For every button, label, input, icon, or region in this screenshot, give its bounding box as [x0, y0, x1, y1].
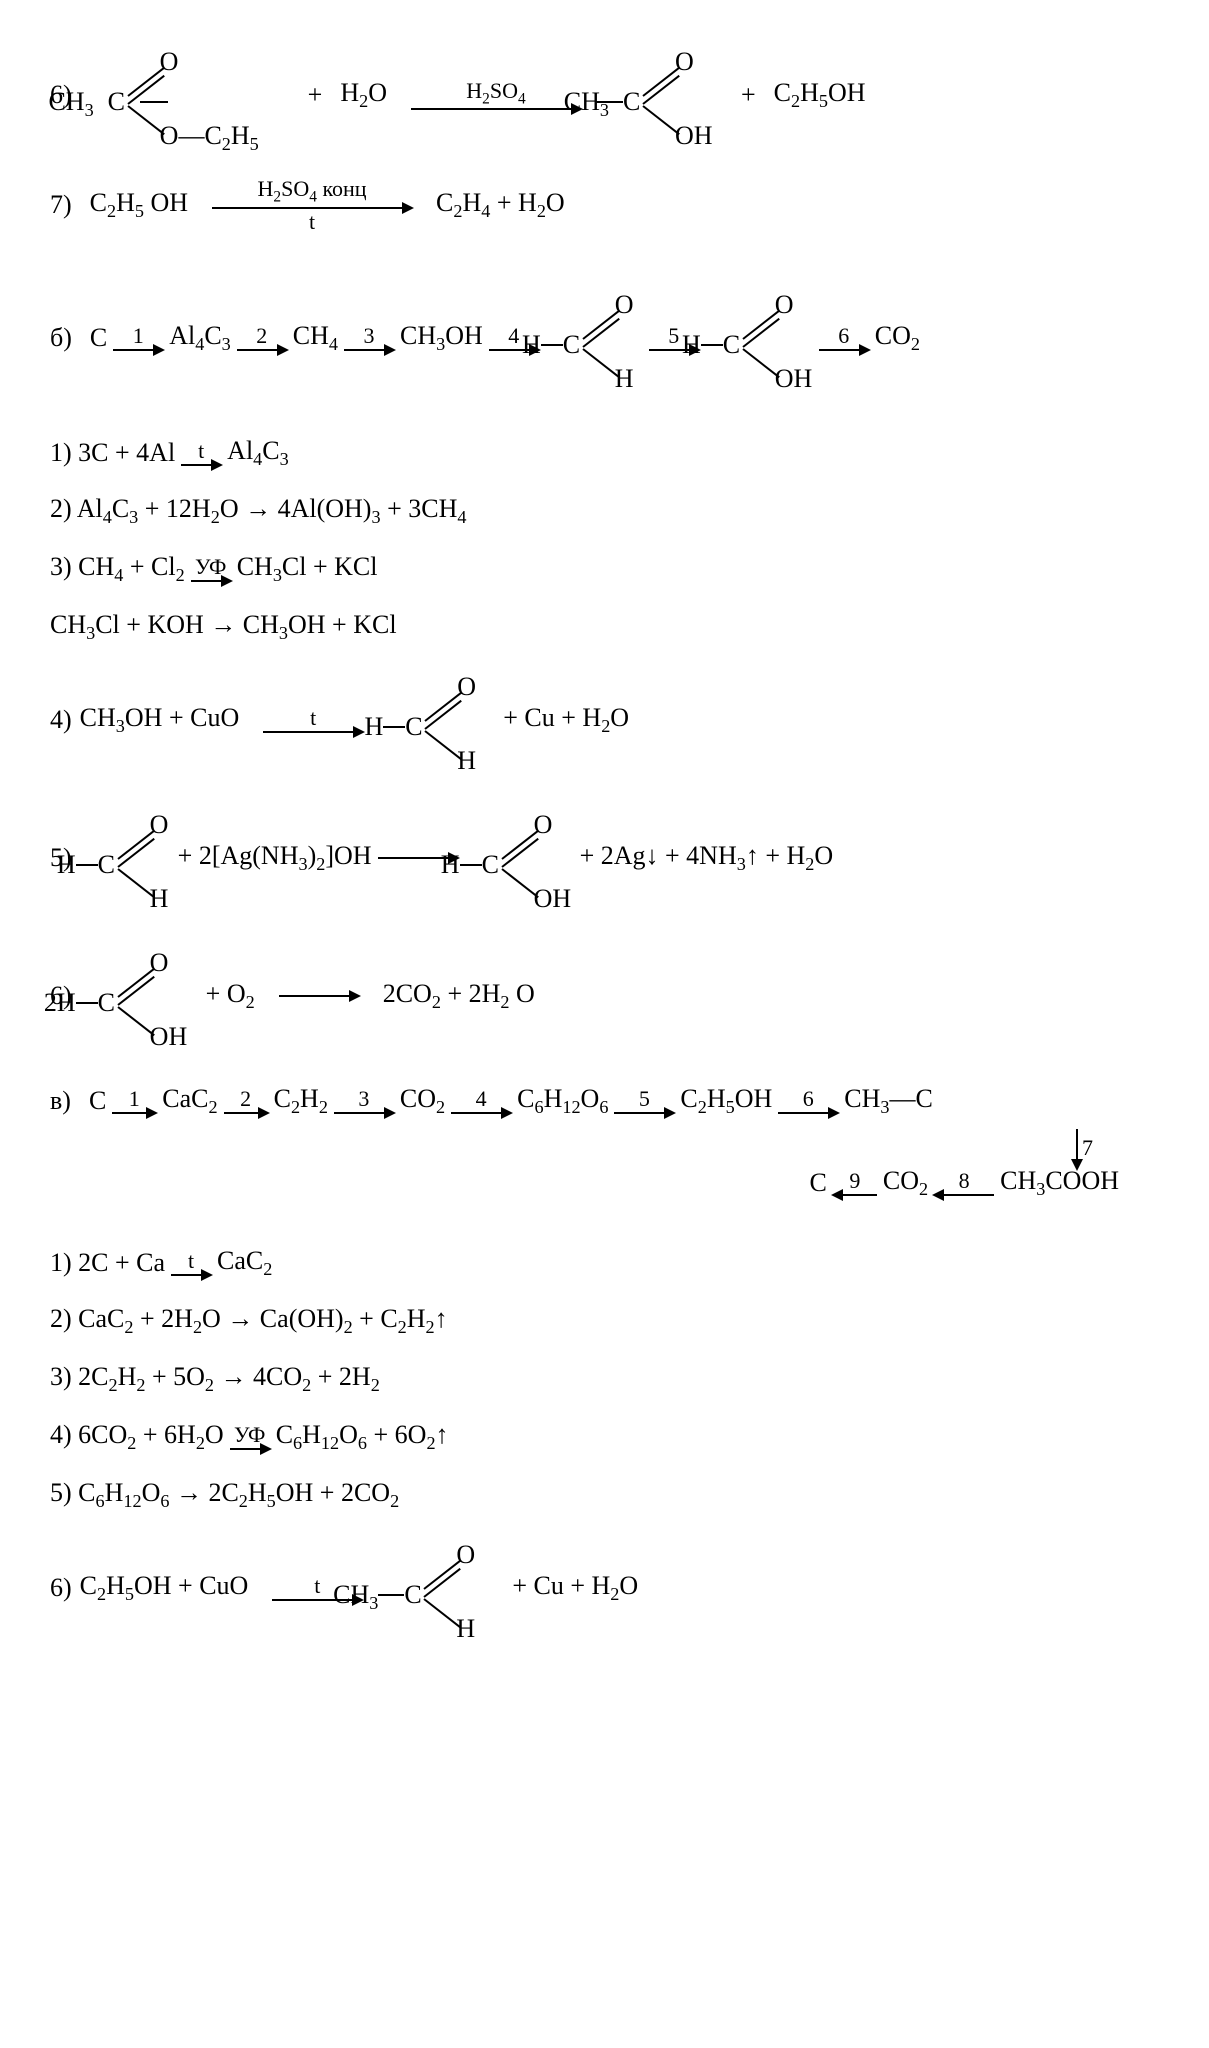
equation-v5: 5) C6H12O6 → 2C2H5OH + 2CO2 — [50, 1475, 1159, 1515]
product: C2H4 + H2O — [436, 188, 565, 222]
reagent: C2H5 OH — [90, 188, 188, 222]
eq-text: 1) 2C + Ca — [50, 1248, 165, 1278]
equation-v3: 3) 2C2H2 + 5O2 → 4CO2 + 2H2 — [50, 1359, 1159, 1399]
step-arrow: 3 — [334, 1088, 394, 1114]
node: CH4 — [293, 321, 338, 355]
equation-v2: 2) CaC2 + 2H2O → Ca(OH)2 + C2H2↑ — [50, 1301, 1159, 1341]
reagent: H2O — [340, 78, 387, 112]
step-arrow: 8 — [934, 1170, 994, 1196]
product: + Cu + H2O — [512, 1571, 638, 1605]
reaction-arrow: УФ — [230, 1424, 270, 1450]
node: C — [810, 1168, 827, 1198]
reagent: CH3OH + CuO — [80, 703, 240, 737]
equation-b2: 2) Al4C3 + 12H2O → 4Al(OH)3 + 3CH4 — [50, 491, 1159, 531]
equation-b1: 1) 3C + 4Al t Al4C3 — [50, 433, 1159, 473]
node: Al4C3 — [169, 321, 231, 355]
aldehyde-group: H C O H — [84, 808, 174, 908]
eq-number: 4) — [50, 705, 72, 735]
step-arrow: 2 — [224, 1088, 268, 1114]
node: CO2 — [883, 1166, 928, 1200]
product: + 2Ag↓ + 4NH3↑ + H2O — [580, 841, 834, 875]
node: C6H12O6 — [517, 1084, 608, 1118]
node: CH3—C — [844, 1084, 933, 1118]
scheme-v-steps: 1) 2C + Ca t CaC2 2) CaC2 + 2H2O → Ca(OH… — [50, 1243, 1159, 1643]
reagent: + O2 — [206, 979, 255, 1013]
step-arrow: 6 — [778, 1088, 838, 1114]
eq-text: 2) Al4C3 + 12H2O → 4Al(OH)3 + 3CH4 — [50, 494, 466, 528]
equation-b3: 3) CH4 + Cl2 УФ CH3Cl + KCl — [50, 549, 1159, 589]
acid-group: CH3 C O OH — [609, 45, 719, 145]
step-arrow: 5 — [614, 1088, 674, 1114]
step-arrow: 1 — [112, 1088, 156, 1114]
eq-text: 3) CH4 + Cl2 — [50, 552, 185, 586]
equation-a7: 7) C2H5 OH H2SO4 конц t C2H4 + H2O — [50, 178, 1159, 233]
step-arrow: 1 — [113, 325, 163, 351]
reaction-arrow — [279, 995, 359, 997]
eq-text: 5) C6H12O6 → 2C2H5OH + 2CO2 — [50, 1478, 399, 1512]
step-arrow: 4 — [451, 1088, 511, 1114]
equation-b5: 5) H C O H + 2[Ag(NH3)2]OH H C O OH + 2A… — [50, 803, 1159, 913]
scheme-b-steps: 1) 3C + 4Al t Al4C3 2) Al4C3 + 12H2O → 4… — [50, 433, 1159, 1051]
step-arrow: 9 — [833, 1170, 877, 1196]
reaction-arrow: H2SO4 — [411, 80, 581, 111]
aldehyde-group: H C O H — [549, 288, 639, 388]
node: C2H5OH — [680, 1084, 772, 1118]
reaction-arrow: t — [171, 1250, 211, 1276]
plus: + — [741, 80, 756, 110]
node: CaC2 — [162, 1084, 217, 1118]
scheme-v-row2: C 9 CO2 8 CH3COOH — [50, 1163, 1159, 1203]
equation-b6: 6) 2H C O OH + O2 2CO2 + 2H2 O — [50, 941, 1159, 1051]
eq-text: 3) 2C2H2 + 5O2 → 4CO2 + 2H2 — [50, 1362, 380, 1396]
node: C — [90, 323, 107, 353]
equation-a6: 6) CH3 C O O—C2H5 + H2O H2SO4 CH3 C O OH… — [50, 40, 1159, 150]
eq-number: 6) — [50, 1573, 72, 1603]
reagent: C2H5OH + CuO — [80, 1571, 249, 1605]
node: C — [89, 1086, 106, 1116]
acid-group: H C O OH — [468, 808, 568, 908]
product: Al4C3 — [227, 436, 289, 470]
acid-group: H C O OH — [709, 288, 809, 388]
node: CO2 — [400, 1084, 445, 1118]
reaction-arrow: H2SO4 конц t — [212, 178, 412, 233]
scheme-b: б) C 1 Al4C3 2 CH4 3 CH3OH 4 H C O H 5 H… — [50, 283, 1159, 393]
node: CO2 — [875, 321, 920, 355]
ester-group: CH3 C O O—C2H5 — [94, 45, 264, 145]
product: + Cu + H2O — [503, 703, 629, 737]
eq-number: 7) — [50, 190, 72, 220]
scheme-v-row1: в) C 1 CaC2 2 C2H2 3 CO2 4 C6H12O6 5 C2H… — [50, 1081, 1159, 1121]
step-arrow: 2 — [237, 325, 287, 351]
equation-v6: 6) C2H5OH + CuO t CH3 C O H + Cu + H2O — [50, 1533, 1159, 1643]
reaction-arrow: УФ — [191, 556, 231, 582]
node: C2H2 — [274, 1084, 328, 1118]
scheme-label: в) — [50, 1086, 71, 1116]
product: CH3Cl + KCl — [237, 552, 378, 586]
product: 2CO2 + 2H2 O — [383, 979, 535, 1013]
eq-text: 1) 3C + 4Al — [50, 438, 175, 468]
reaction-arrow: t — [263, 707, 363, 733]
node: CH3OH — [400, 321, 483, 355]
plus: + — [308, 80, 323, 110]
step-arrow: 3 — [344, 325, 394, 351]
equation-v1: 1) 2C + Ca t CaC2 — [50, 1243, 1159, 1283]
step-arrow-down: 7 — [1076, 1129, 1093, 1169]
aldehyde-group: CH3 C O H — [390, 1538, 490, 1638]
eq-text: 2) CaC2 + 2H2O → Ca(OH)2 + C2H2↑ — [50, 1304, 448, 1338]
acid-group: 2H C O OH — [84, 946, 184, 1046]
equation-b3b: CH3Cl + KOH → CH3OH + KCl — [50, 607, 1159, 647]
reagent: + 2[Ag(NH3)2]OH — [178, 841, 372, 875]
scheme-label: б) — [50, 323, 72, 353]
product: C2H5OH — [774, 78, 866, 112]
eq-text: CH3Cl + KOH → CH3OH + KCl — [50, 610, 397, 644]
equation-b4: 4) CH3OH + CuO t H C O H + Cu + H2O — [50, 665, 1159, 775]
equation-v4: 4) 6CO2 + 6H2O УФ C6H12O6 + 6O2↑ — [50, 1417, 1159, 1457]
aldehyde-group: H C O H — [391, 670, 481, 770]
step-arrow: 6 — [819, 325, 869, 351]
eq-text: 4) 6CO2 + 6H2O — [50, 1420, 224, 1454]
product: CaC2 — [217, 1246, 272, 1280]
node: CH3COOH — [1000, 1166, 1119, 1200]
product: C6H12O6 + 6O2↑ — [276, 1420, 449, 1454]
reaction-arrow: t — [181, 440, 221, 466]
